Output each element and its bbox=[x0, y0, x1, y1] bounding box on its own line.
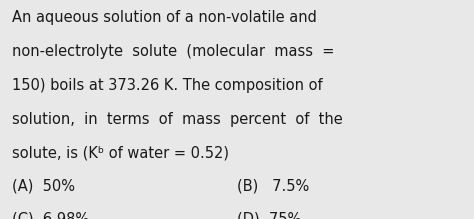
Text: solute, is (Kᵇ of water = 0.52): solute, is (Kᵇ of water = 0.52) bbox=[12, 146, 229, 161]
Text: (B)   7.5%: (B) 7.5% bbox=[237, 178, 309, 193]
Text: An aqueous solution of a non-volatile and: An aqueous solution of a non-volatile an… bbox=[12, 10, 317, 25]
Text: non-electrolyte  solute  (molecular  mass  =: non-electrolyte solute (molecular mass = bbox=[12, 44, 334, 59]
Text: solution,  in  terms  of  mass  percent  of  the: solution, in terms of mass percent of th… bbox=[12, 112, 343, 127]
Text: (A)  50%: (A) 50% bbox=[12, 178, 75, 193]
Text: (C)  6.98%: (C) 6.98% bbox=[12, 211, 89, 219]
Text: (D)  75%: (D) 75% bbox=[237, 211, 301, 219]
Text: 150) boils at 373.26 K. The composition of: 150) boils at 373.26 K. The composition … bbox=[12, 78, 322, 93]
